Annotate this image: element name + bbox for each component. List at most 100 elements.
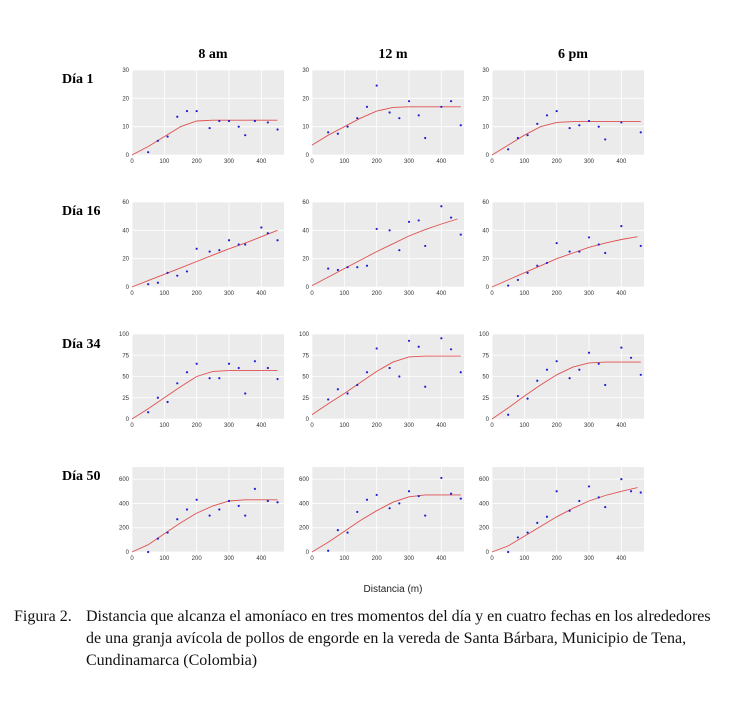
data-point bbox=[545, 261, 549, 265]
data-point bbox=[449, 348, 453, 351]
y-tick-label: 0 bbox=[306, 550, 310, 556]
data-point bbox=[620, 478, 623, 481]
y-tick-label: 75 bbox=[302, 353, 309, 359]
y-tick-label: 200 bbox=[119, 526, 130, 532]
y-tick-label: 40 bbox=[482, 228, 489, 234]
y-tick-label: 600 bbox=[479, 477, 490, 483]
x-axis-label: Distancia (m) bbox=[364, 584, 423, 595]
data-point bbox=[597, 362, 600, 365]
data-point bbox=[407, 100, 411, 103]
x-tick-label: 200 bbox=[192, 291, 203, 297]
x-tick-label: 300 bbox=[404, 423, 415, 429]
data-point bbox=[276, 501, 279, 504]
data-point bbox=[218, 249, 221, 252]
data-point bbox=[388, 229, 391, 232]
data-point bbox=[227, 362, 231, 365]
data-point bbox=[176, 115, 179, 118]
data-point bbox=[440, 205, 443, 208]
y-tick-label: 0 bbox=[126, 153, 130, 159]
panel-background bbox=[312, 70, 464, 155]
data-point bbox=[327, 131, 330, 134]
data-point bbox=[578, 499, 581, 503]
fit-line bbox=[311, 494, 461, 553]
fit-line bbox=[131, 119, 278, 156]
y-tick-label: 20 bbox=[122, 96, 129, 102]
data-point bbox=[526, 397, 529, 400]
x-tick-label: 400 bbox=[436, 291, 447, 297]
data-point bbox=[336, 132, 339, 135]
x-tick-label: 100 bbox=[339, 291, 350, 297]
data-point bbox=[218, 119, 221, 123]
data-point bbox=[516, 278, 519, 282]
row-title-dia-50: Día 50 bbox=[62, 469, 101, 484]
data-point bbox=[227, 499, 231, 503]
panel-0: 0 100 200 300 400 0 10 20 30 bbox=[122, 68, 284, 165]
data-point bbox=[536, 521, 539, 524]
panel-background bbox=[132, 202, 284, 287]
data-point bbox=[208, 377, 211, 380]
data-point bbox=[195, 247, 198, 250]
x-tick-label: 400 bbox=[256, 423, 267, 429]
x-tick-label: 0 bbox=[310, 291, 314, 297]
data-point bbox=[388, 507, 391, 510]
data-point bbox=[336, 268, 339, 272]
y-tick-label: 200 bbox=[299, 526, 310, 532]
data-point bbox=[260, 226, 263, 229]
x-tick-label: 300 bbox=[584, 556, 595, 562]
panel-11: 0 100 200 300 400 0 200 400 600 bbox=[479, 467, 644, 562]
data-point bbox=[507, 148, 510, 151]
x-tick-label: 200 bbox=[192, 159, 203, 165]
y-tick-label: 400 bbox=[299, 501, 310, 507]
data-point bbox=[424, 136, 427, 140]
y-tick-label: 400 bbox=[479, 501, 490, 507]
x-tick-label: 300 bbox=[404, 159, 415, 165]
data-point bbox=[459, 371, 462, 374]
fit-line bbox=[311, 106, 461, 146]
data-point bbox=[327, 549, 330, 552]
data-point bbox=[166, 531, 169, 534]
x-tick-label: 0 bbox=[310, 556, 314, 562]
y-tick-label: 10 bbox=[122, 125, 129, 131]
y-tick-label: 0 bbox=[486, 550, 490, 556]
x-tick-label: 400 bbox=[616, 423, 627, 429]
data-point bbox=[237, 366, 240, 370]
data-point bbox=[639, 373, 642, 376]
x-tick-label: 0 bbox=[490, 556, 494, 562]
data-point bbox=[459, 124, 462, 127]
data-point bbox=[156, 281, 159, 284]
data-point bbox=[555, 360, 558, 363]
column-title-12m: 12 m bbox=[378, 47, 408, 62]
y-tick-label: 30 bbox=[302, 68, 309, 74]
fit-line bbox=[491, 236, 638, 288]
x-tick-label: 100 bbox=[339, 556, 350, 562]
data-point bbox=[195, 362, 198, 365]
x-tick-label: 100 bbox=[339, 159, 350, 165]
y-tick-label: 40 bbox=[302, 228, 309, 234]
fit-line bbox=[131, 370, 278, 420]
fit-line bbox=[491, 361, 641, 420]
data-point bbox=[578, 124, 581, 127]
x-tick-label: 300 bbox=[224, 291, 235, 297]
data-point bbox=[253, 487, 256, 490]
data-point bbox=[424, 514, 427, 517]
data-point bbox=[424, 385, 427, 388]
y-tick-label: 100 bbox=[299, 332, 310, 338]
data-point bbox=[620, 224, 623, 228]
data-point bbox=[516, 394, 519, 398]
y-tick-label: 600 bbox=[299, 477, 310, 483]
data-point bbox=[147, 151, 150, 154]
data-point bbox=[218, 377, 221, 380]
x-tick-label: 200 bbox=[552, 291, 563, 297]
y-tick-label: 20 bbox=[482, 257, 489, 263]
x-tick-label: 100 bbox=[519, 291, 530, 297]
y-tick-label: 50 bbox=[482, 375, 489, 381]
data-point bbox=[639, 491, 642, 494]
data-point bbox=[227, 119, 231, 123]
data-point bbox=[346, 125, 349, 128]
data-point bbox=[440, 337, 443, 340]
data-point bbox=[266, 499, 269, 503]
data-point bbox=[578, 250, 581, 253]
y-tick-label: 0 bbox=[486, 417, 490, 423]
y-tick-label: 0 bbox=[306, 153, 310, 159]
data-point bbox=[507, 284, 510, 287]
